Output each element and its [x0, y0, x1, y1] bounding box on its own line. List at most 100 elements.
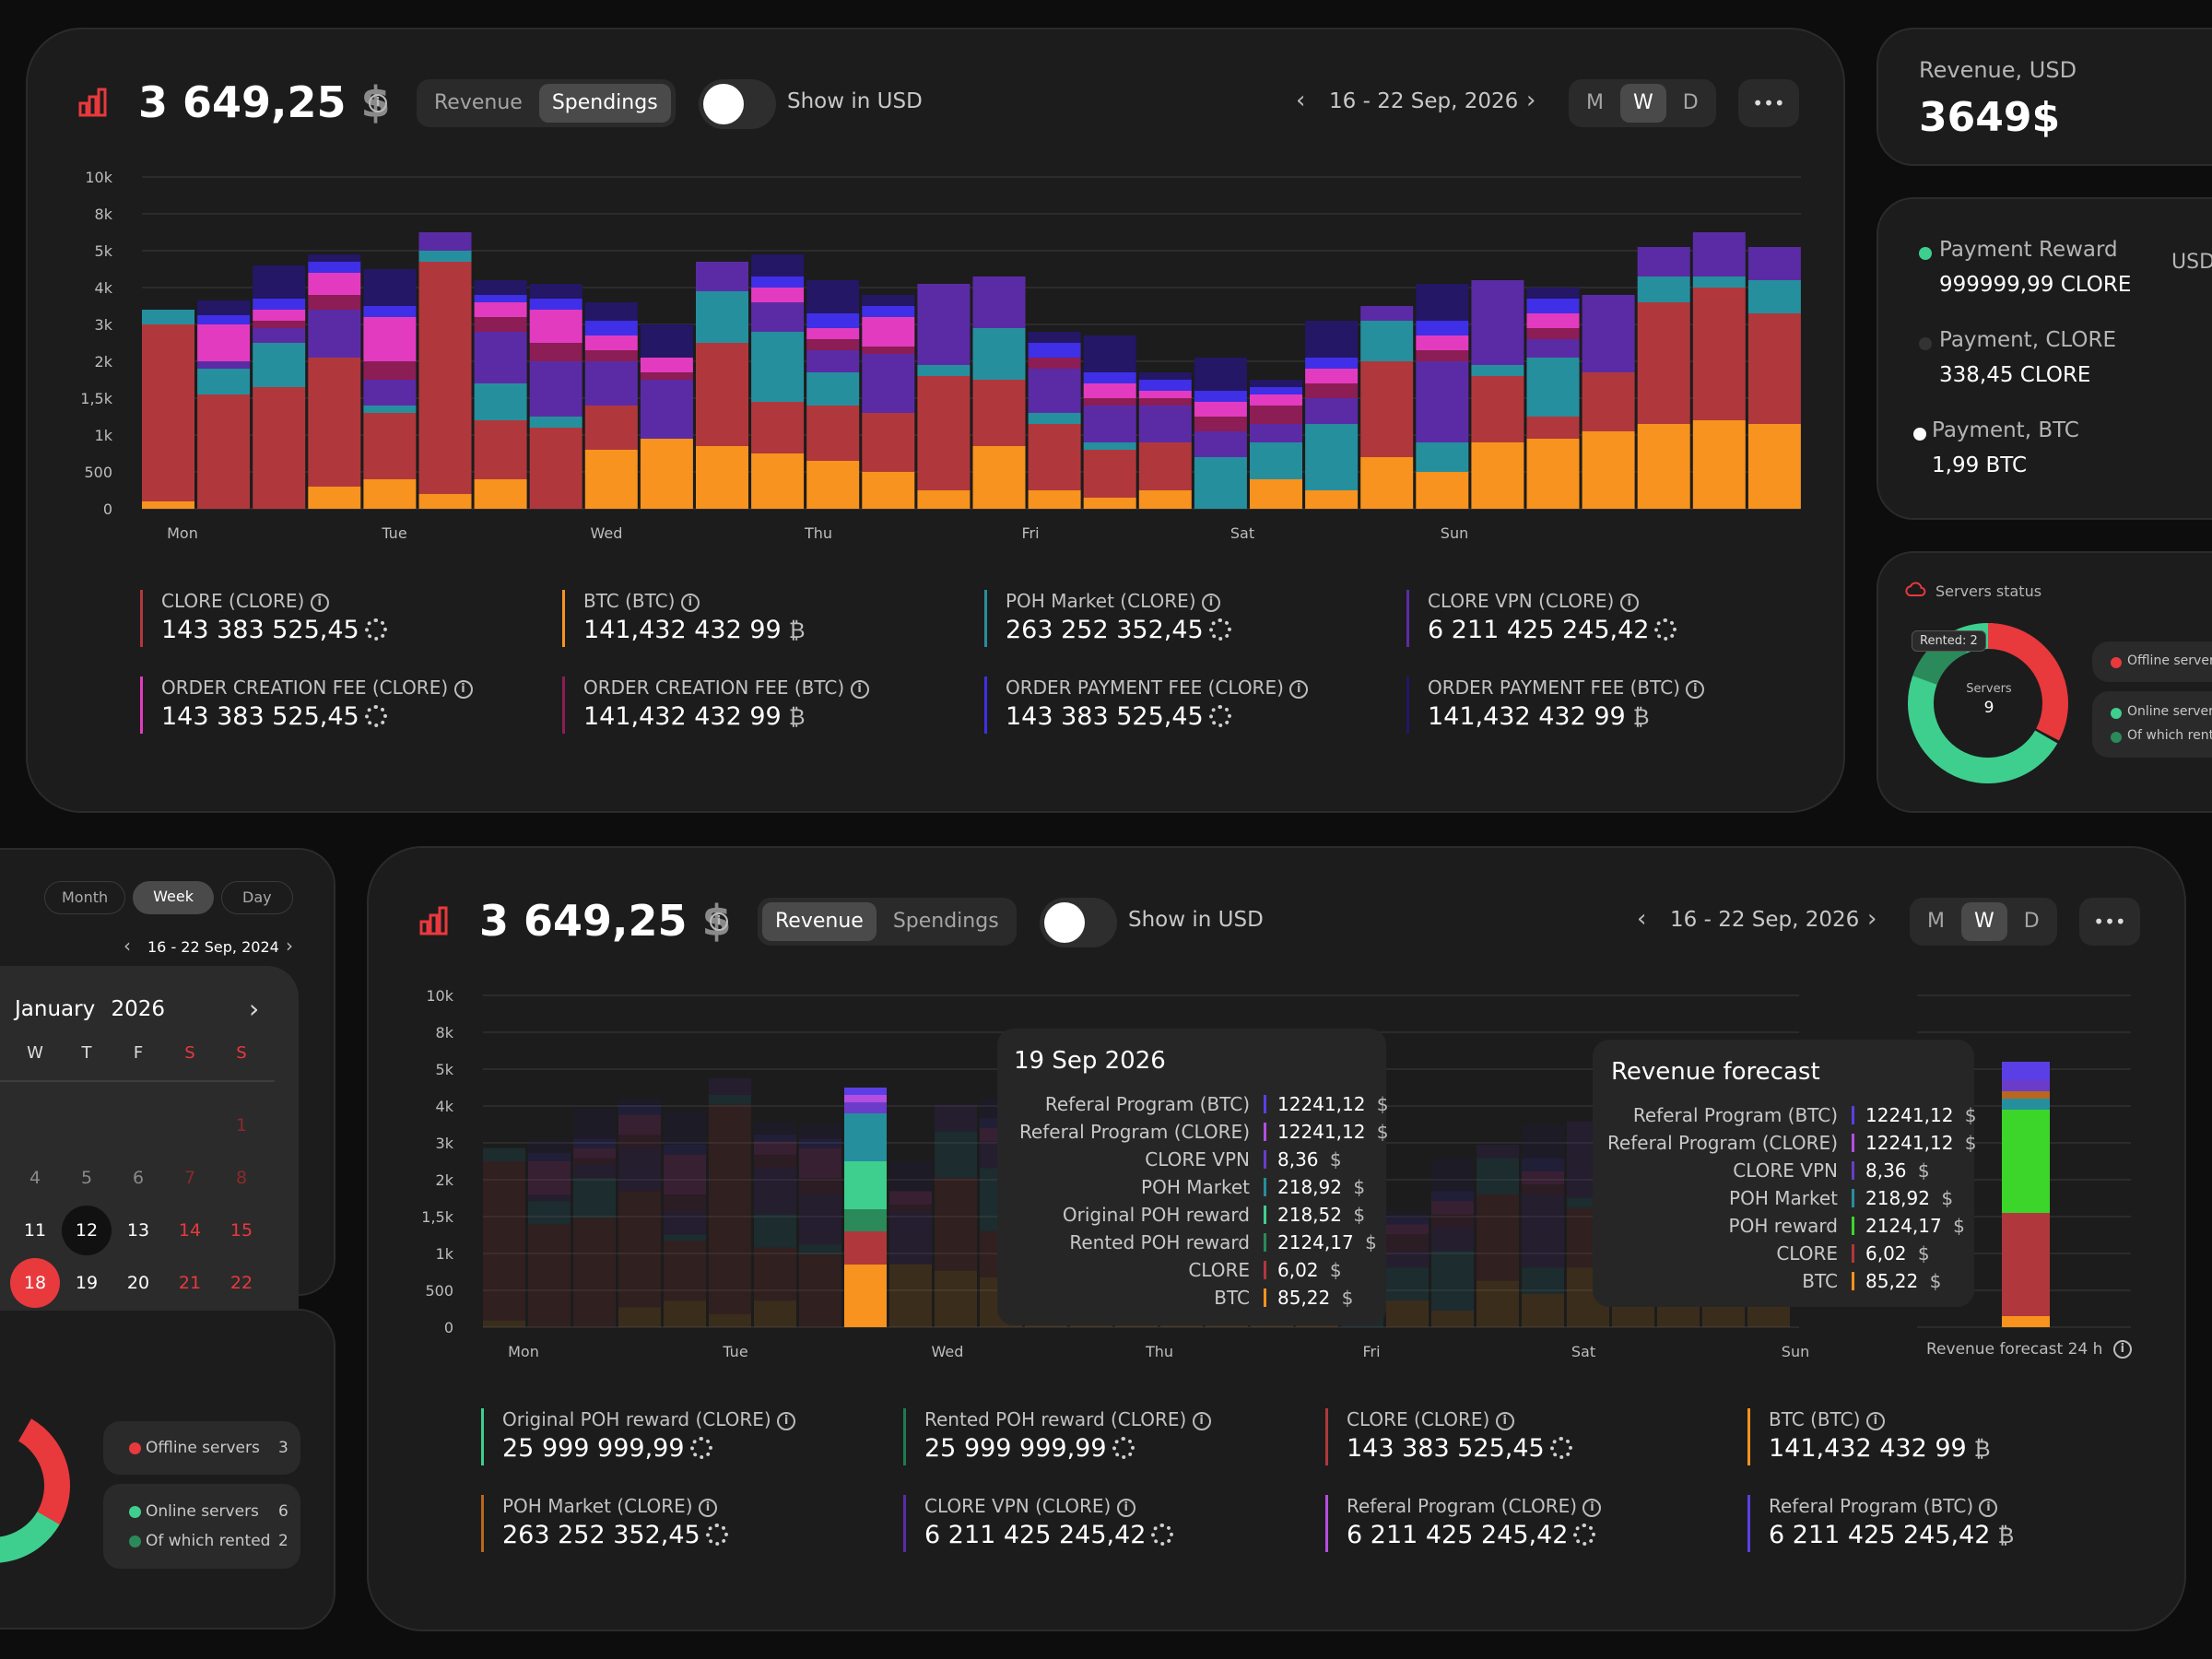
- highlighted-bar-segment[interactable]: [844, 1113, 887, 1161]
- bar-segment[interactable]: [1083, 406, 1136, 442]
- bar-segment[interactable]: [862, 472, 915, 509]
- dimmed-bar-segment[interactable]: [664, 1211, 706, 1235]
- dimmed-bar-segment[interactable]: [1386, 1211, 1429, 1218]
- dimmed-bar-segment[interactable]: [1431, 1201, 1474, 1215]
- bar-segment[interactable]: [584, 361, 638, 406]
- dimmed-bar-segment[interactable]: [935, 1270, 977, 1327]
- dimmed-bar-segment[interactable]: [1477, 1158, 1519, 1194]
- dimmed-bar-segment[interactable]: [1431, 1214, 1474, 1228]
- bar-segment[interactable]: [1747, 424, 1801, 509]
- info-icon[interactable]: i: [1192, 1411, 1211, 1430]
- bar-segment[interactable]: [529, 310, 582, 343]
- bar-segment[interactable]: [584, 350, 638, 361]
- prev-week-icon[interactable]: ‹: [1296, 87, 1306, 114]
- bar-segment[interactable]: [474, 302, 527, 317]
- left-next-icon[interactable]: ›: [286, 935, 293, 957]
- bar-segment[interactable]: [142, 501, 194, 509]
- bar-segment[interactable]: [529, 343, 582, 361]
- bar-segment[interactable]: [1471, 280, 1524, 365]
- bar-segment[interactable]: [972, 446, 1026, 509]
- dimmed-bar-segment[interactable]: [1567, 1197, 1609, 1208]
- dimmed-bar-segment[interactable]: [754, 1300, 796, 1327]
- dimmed-bar-segment[interactable]: [935, 1178, 977, 1271]
- bar-segment[interactable]: [584, 406, 638, 450]
- bar-segment[interactable]: [862, 295, 915, 306]
- period-month-2[interactable]: M: [1927, 910, 1945, 933]
- bar-segment[interactable]: [751, 453, 805, 509]
- bar-segment[interactable]: [1083, 372, 1136, 383]
- dimmed-bar-segment[interactable]: [618, 1147, 661, 1192]
- bar-segment[interactable]: [806, 339, 860, 350]
- bar-segment[interactable]: [751, 402, 805, 453]
- dimmed-bar-segment[interactable]: [709, 1095, 751, 1105]
- highlighted-bar-segment[interactable]: [844, 1088, 887, 1095]
- dimmed-bar-segment[interactable]: [1386, 1218, 1429, 1225]
- bar-segment[interactable]: [1526, 417, 1580, 439]
- bar-segment[interactable]: [1582, 295, 1635, 372]
- bar-segment[interactable]: [253, 299, 306, 310]
- bar-segment[interactable]: [529, 428, 582, 509]
- forecast-bar-segment[interactable]: [2002, 1099, 2050, 1110]
- dimmed-bar-segment[interactable]: [483, 1147, 525, 1161]
- bar-segment[interactable]: [1194, 417, 1247, 431]
- bar-segment[interactable]: [1416, 361, 1469, 442]
- dimmed-bar-segment[interactable]: [618, 1098, 661, 1105]
- bar-segment[interactable]: [1250, 442, 1302, 479]
- highlighted-bar-segment[interactable]: [844, 1209, 887, 1231]
- dimmed-bar-segment[interactable]: [1477, 1145, 1519, 1159]
- dimmed-bar-segment[interactable]: [664, 1154, 706, 1194]
- forecast-bar-segment[interactable]: [2002, 1316, 2050, 1327]
- bar-segment[interactable]: [1250, 380, 1302, 387]
- bar-segment[interactable]: [1138, 490, 1192, 509]
- dimmed-bar-segment[interactable]: [528, 1153, 571, 1161]
- calendar-day[interactable]: 5: [80, 1168, 93, 1188]
- bar-segment[interactable]: [862, 317, 915, 347]
- period-day[interactable]: D: [1682, 91, 1699, 114]
- info-icon[interactable]: i: [1619, 593, 1639, 612]
- tab-spendings-2[interactable]: Spendings: [892, 910, 999, 933]
- bar-segment[interactable]: [1416, 472, 1469, 509]
- bar-segment[interactable]: [1582, 431, 1635, 509]
- bar-segment[interactable]: [640, 324, 693, 358]
- bar-segment[interactable]: [972, 276, 1026, 328]
- dimmed-bar-segment[interactable]: [573, 1108, 616, 1138]
- dimmed-bar-segment[interactable]: [1522, 1184, 1564, 1194]
- bar-segment[interactable]: [363, 306, 417, 317]
- bar-segment[interactable]: [917, 365, 971, 376]
- prev-week-icon-2[interactable]: ‹: [1637, 905, 1647, 933]
- bar-segment[interactable]: [1416, 442, 1469, 472]
- dimmed-bar-segment[interactable]: [799, 1137, 841, 1148]
- dimmed-bar-segment[interactable]: [1477, 1280, 1519, 1327]
- bar-segment[interactable]: [862, 306, 915, 317]
- calendar-day[interactable]: 14: [178, 1220, 202, 1241]
- bar-segment[interactable]: [751, 276, 805, 288]
- dimmed-bar-segment[interactable]: [754, 1141, 796, 1155]
- forecast-info-icon[interactable]: i: [2112, 1340, 2132, 1359]
- bar-segment[interactable]: [1083, 398, 1136, 406]
- bar-segment[interactable]: [640, 439, 693, 509]
- usd-toggle-2[interactable]: [1040, 898, 1117, 947]
- bar-segment[interactable]: [862, 354, 915, 413]
- tab-revenue[interactable]: Revenue: [434, 91, 523, 114]
- dimmed-bar-segment[interactable]: [799, 1194, 841, 1244]
- bar-segment[interactable]: [1692, 288, 1746, 420]
- bar-segment[interactable]: [1250, 387, 1302, 394]
- bar-segment[interactable]: [253, 321, 306, 328]
- dimmed-bar-segment[interactable]: [573, 1147, 616, 1159]
- bar-segment[interactable]: [1637, 247, 1690, 276]
- bar-segment[interactable]: [529, 361, 582, 417]
- bar-segment[interactable]: [1416, 284, 1469, 321]
- calendar-day[interactable]: 20: [126, 1273, 150, 1293]
- info-icon[interactable]: i: [1116, 1498, 1135, 1517]
- bar-segment[interactable]: [917, 376, 971, 490]
- bar-segment[interactable]: [1083, 335, 1136, 372]
- highlighted-bar-segment[interactable]: [844, 1102, 887, 1113]
- bar-segment[interactable]: [696, 446, 748, 509]
- bar-segment[interactable]: [1637, 424, 1690, 509]
- dimmed-bar-segment[interactable]: [1431, 1158, 1474, 1192]
- bar-segment[interactable]: [584, 321, 638, 335]
- bar-segment[interactable]: [1360, 321, 1414, 361]
- bar-segment[interactable]: [363, 479, 417, 509]
- highlighted-bar-segment[interactable]: [844, 1161, 887, 1209]
- bar-segment[interactable]: [529, 417, 582, 428]
